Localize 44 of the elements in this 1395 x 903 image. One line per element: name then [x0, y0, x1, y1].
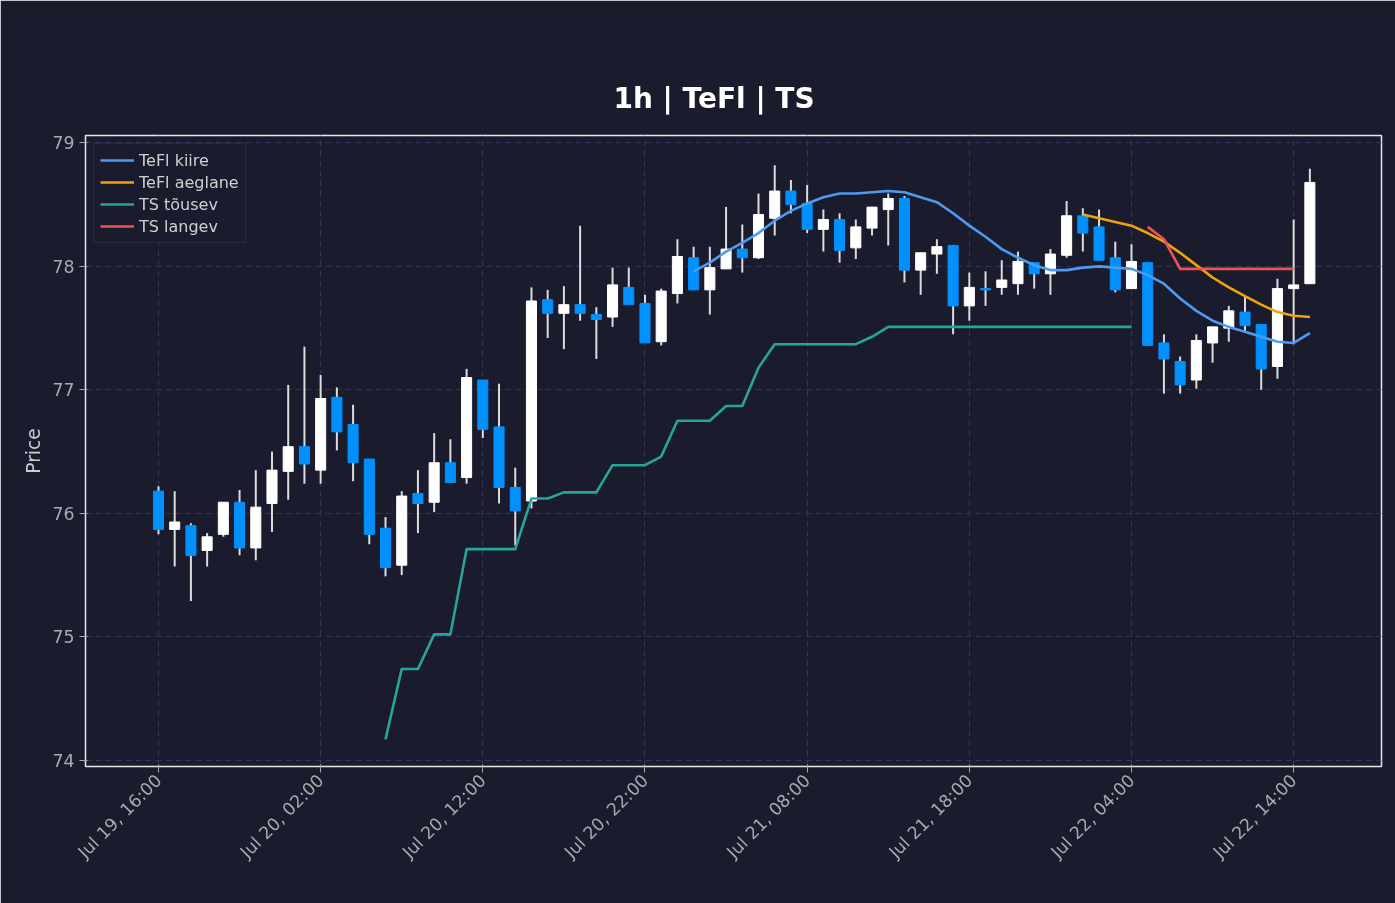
candlestick: [963, 271, 975, 322]
candlestick: [574, 224, 586, 322]
legend-label: TS langev: [139, 216, 218, 236]
candlestick: [1012, 250, 1024, 296]
candlestick: [931, 238, 943, 275]
candlestick: [590, 306, 602, 360]
candlestick: [444, 438, 456, 484]
candlestick: [882, 192, 894, 247]
legend-label: TeFl aeglane: [139, 172, 239, 192]
legend-label: TS tõusev: [139, 194, 218, 214]
candlestick: [412, 469, 424, 535]
y-tick-label: 78: [52, 256, 75, 277]
candlestick: [1158, 333, 1170, 395]
candlestick: [785, 178, 797, 215]
candlestick: [201, 532, 213, 568]
y-axis-title: Price: [23, 428, 45, 474]
line-series: [384, 325, 1133, 741]
y-tick-label: 74: [52, 750, 75, 771]
candlestick: [720, 206, 732, 270]
candlestick: [1077, 207, 1089, 253]
chart-title: 1h | TeFl | TS: [613, 81, 815, 115]
candlestick: [817, 208, 829, 253]
candlestick: [850, 218, 862, 260]
candlestick: [298, 345, 310, 485]
candlestick: [736, 223, 748, 274]
candlestick: [1223, 304, 1235, 343]
candlestick: [996, 259, 1008, 296]
candlestick: [704, 245, 716, 316]
legend-label: TeFl kiire: [139, 150, 209, 170]
candlestick: [169, 490, 181, 568]
candlestick: [1174, 355, 1186, 395]
y-tick-label: 76: [52, 503, 75, 524]
candlestick: [623, 266, 635, 306]
candlestick: [915, 251, 927, 296]
candlestick: [1207, 325, 1219, 364]
y-tick-label: 75: [52, 627, 75, 648]
candlestick: [542, 288, 554, 340]
y-tick-label: 77: [52, 380, 75, 401]
candlestick: [1044, 248, 1056, 296]
candlestick: [866, 206, 878, 237]
candlestick: [558, 285, 570, 351]
candlestick: [509, 466, 521, 547]
candlestick: [980, 270, 992, 307]
y-tick-label: 79: [52, 133, 75, 154]
